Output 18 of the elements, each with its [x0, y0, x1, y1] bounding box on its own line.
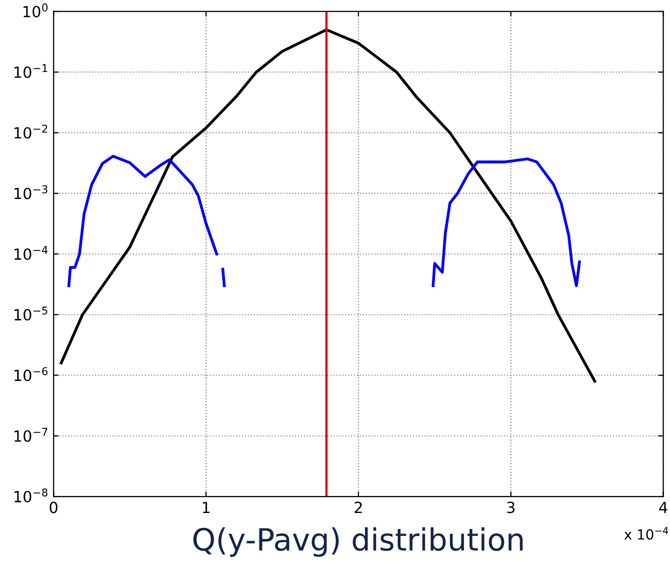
line-series	[432, 158, 581, 288]
y-tick-label: 10$^{−3}$	[14, 185, 48, 200]
x-axis-title: Q(y-Pavg) distribution	[193, 527, 523, 557]
x-tick-label: 4	[659, 502, 668, 513]
y-tick-label: 10$^{−4}$	[14, 246, 48, 260]
y-tick-label: 10$^{−1}$	[14, 64, 48, 78]
y-tick-label: 10$^{−2}$	[14, 124, 48, 139]
y-tick-label: 10$^{−6}$	[14, 367, 48, 382]
x-tick-label: 3	[507, 502, 515, 514]
y-tick-label: 10$^{−7}$	[14, 428, 48, 442]
y-tick-label: 10$^{0}$	[24, 3, 48, 18]
y-tick-label: 10$^{−5}$	[14, 306, 48, 321]
x-tick-label: 0	[50, 502, 58, 514]
x-tick-label: 2	[354, 502, 362, 513]
line-series	[60, 28, 596, 383]
x-tick-label: 1	[202, 502, 210, 513]
y-tick-label: 10$^{−8}$	[14, 488, 48, 502]
text: x 10$^{−4}$	[624, 527, 668, 540]
